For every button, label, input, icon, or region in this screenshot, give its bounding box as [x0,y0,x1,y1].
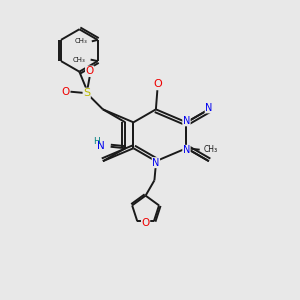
Text: CH₃: CH₃ [73,57,85,63]
Text: O: O [142,218,150,228]
Text: CH₃: CH₃ [204,145,218,154]
Text: H: H [93,137,100,146]
Text: N: N [97,141,105,151]
Text: O: O [153,79,162,89]
Text: O: O [61,87,69,97]
Text: N: N [183,116,190,126]
Text: CH₃: CH₃ [75,38,87,44]
Text: N: N [152,158,160,168]
Text: S: S [83,88,90,98]
Text: O: O [85,66,94,76]
Text: N: N [183,145,190,155]
Text: N: N [205,103,213,113]
